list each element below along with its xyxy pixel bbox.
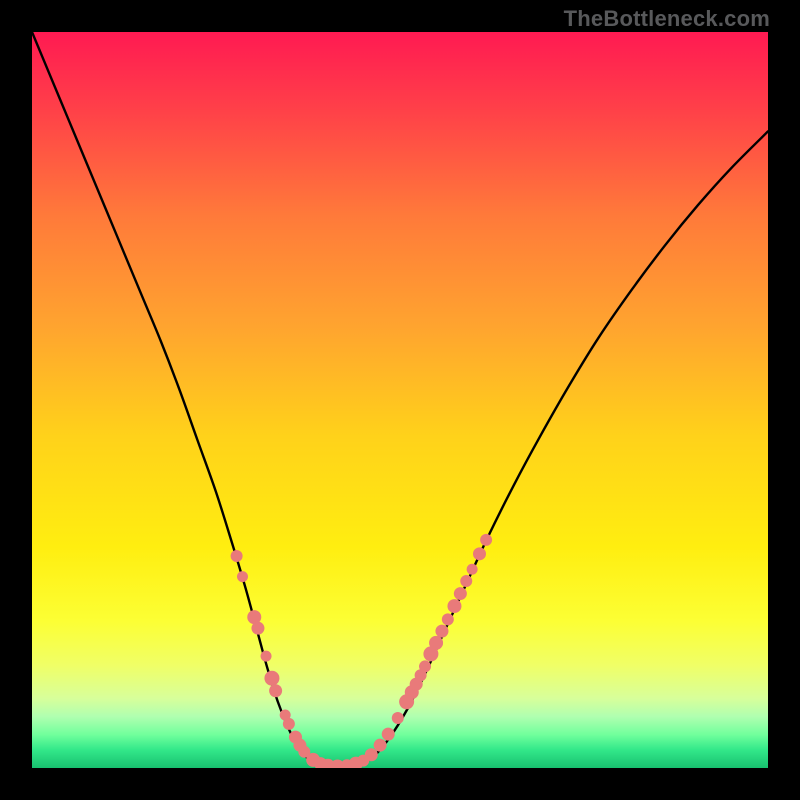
watermark-text: TheBottleneck.com [564, 6, 770, 32]
data-marker [264, 671, 279, 686]
data-marker [231, 550, 243, 562]
data-marker [382, 728, 395, 741]
data-marker [435, 625, 448, 638]
data-marker [251, 622, 264, 635]
data-marker [237, 571, 248, 582]
gradient-background [32, 32, 768, 768]
data-marker [473, 547, 486, 560]
data-marker [480, 534, 492, 546]
plot-area [32, 32, 768, 768]
data-marker [261, 651, 272, 662]
data-marker [283, 718, 295, 730]
data-marker [454, 587, 467, 600]
data-marker [442, 613, 454, 625]
data-marker [419, 660, 431, 672]
data-marker [460, 575, 472, 587]
data-marker [429, 636, 443, 650]
data-marker [374, 739, 387, 752]
data-marker [269, 684, 282, 697]
data-marker [447, 599, 461, 613]
data-marker [392, 712, 404, 724]
data-marker [467, 564, 478, 575]
outer-frame: TheBottleneck.com [0, 0, 800, 800]
data-marker [365, 748, 378, 761]
chart-svg [32, 32, 768, 768]
